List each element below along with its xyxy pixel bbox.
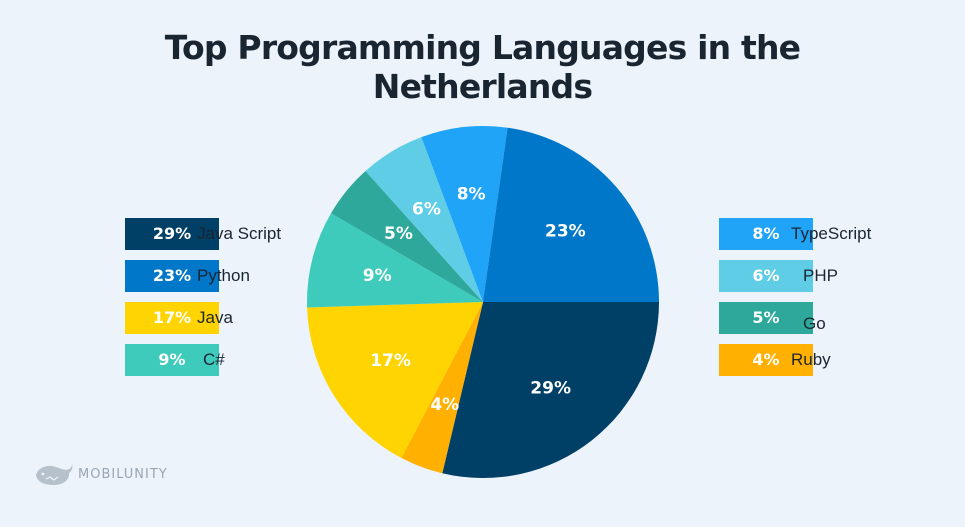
chart-title-line-2: Netherlands [372,67,593,106]
pie-label-java-script: 29% [530,379,571,399]
brand-name: MOBILUNITY [78,467,168,482]
pie-slice-ruby [401,302,483,474]
pie-label-c: 9% [363,266,392,286]
pie-slice-c [307,213,483,308]
pie-label-python: 23% [545,221,586,241]
legend-swatch-typescript: 8% [719,218,813,250]
pie-label-php: 6% [412,200,441,220]
legend-swatch-php: 6% [719,260,813,292]
pie-slice-java [307,302,483,458]
legend-swatch-ruby: 4% [719,344,813,376]
legend-swatch-java: 17% [125,302,219,334]
pie-slice-php [365,137,483,302]
pie-slice-go [331,170,483,302]
pie-label-go: 5% [384,224,413,244]
legend-swatch-python: 23% [125,260,219,292]
pie-label-typescript: 8% [457,185,486,205]
legend-swatch-go: 5% [719,302,813,334]
pie-label-ruby: 4% [430,395,459,415]
pie-slice-python [483,127,659,302]
legend-label-c: C# [203,350,225,369]
pie-label-java: 17% [370,351,411,371]
legend-swatch-java-script: 29% [125,218,219,250]
whale-icon [36,464,73,485]
pie-slice-typescript [421,126,508,303]
chart-title: Top Programming Languages in the Netherl… [0,28,965,106]
chart-title-line-1: Top Programming Languages in the [164,28,801,67]
legend-label-python: Python [197,266,250,285]
legend-label-ruby: Ruby [791,350,831,369]
legend-swatch-c: 9% [125,344,219,376]
legend-label-typescript: TypeScript [791,224,872,243]
legend-label-php: PHP [803,266,838,285]
legend-label-java-script: Java Script [197,224,282,243]
legend-label-java: Java [197,308,233,327]
pie-slice-java-script [442,302,659,478]
legend-label-go: Go [803,314,826,333]
